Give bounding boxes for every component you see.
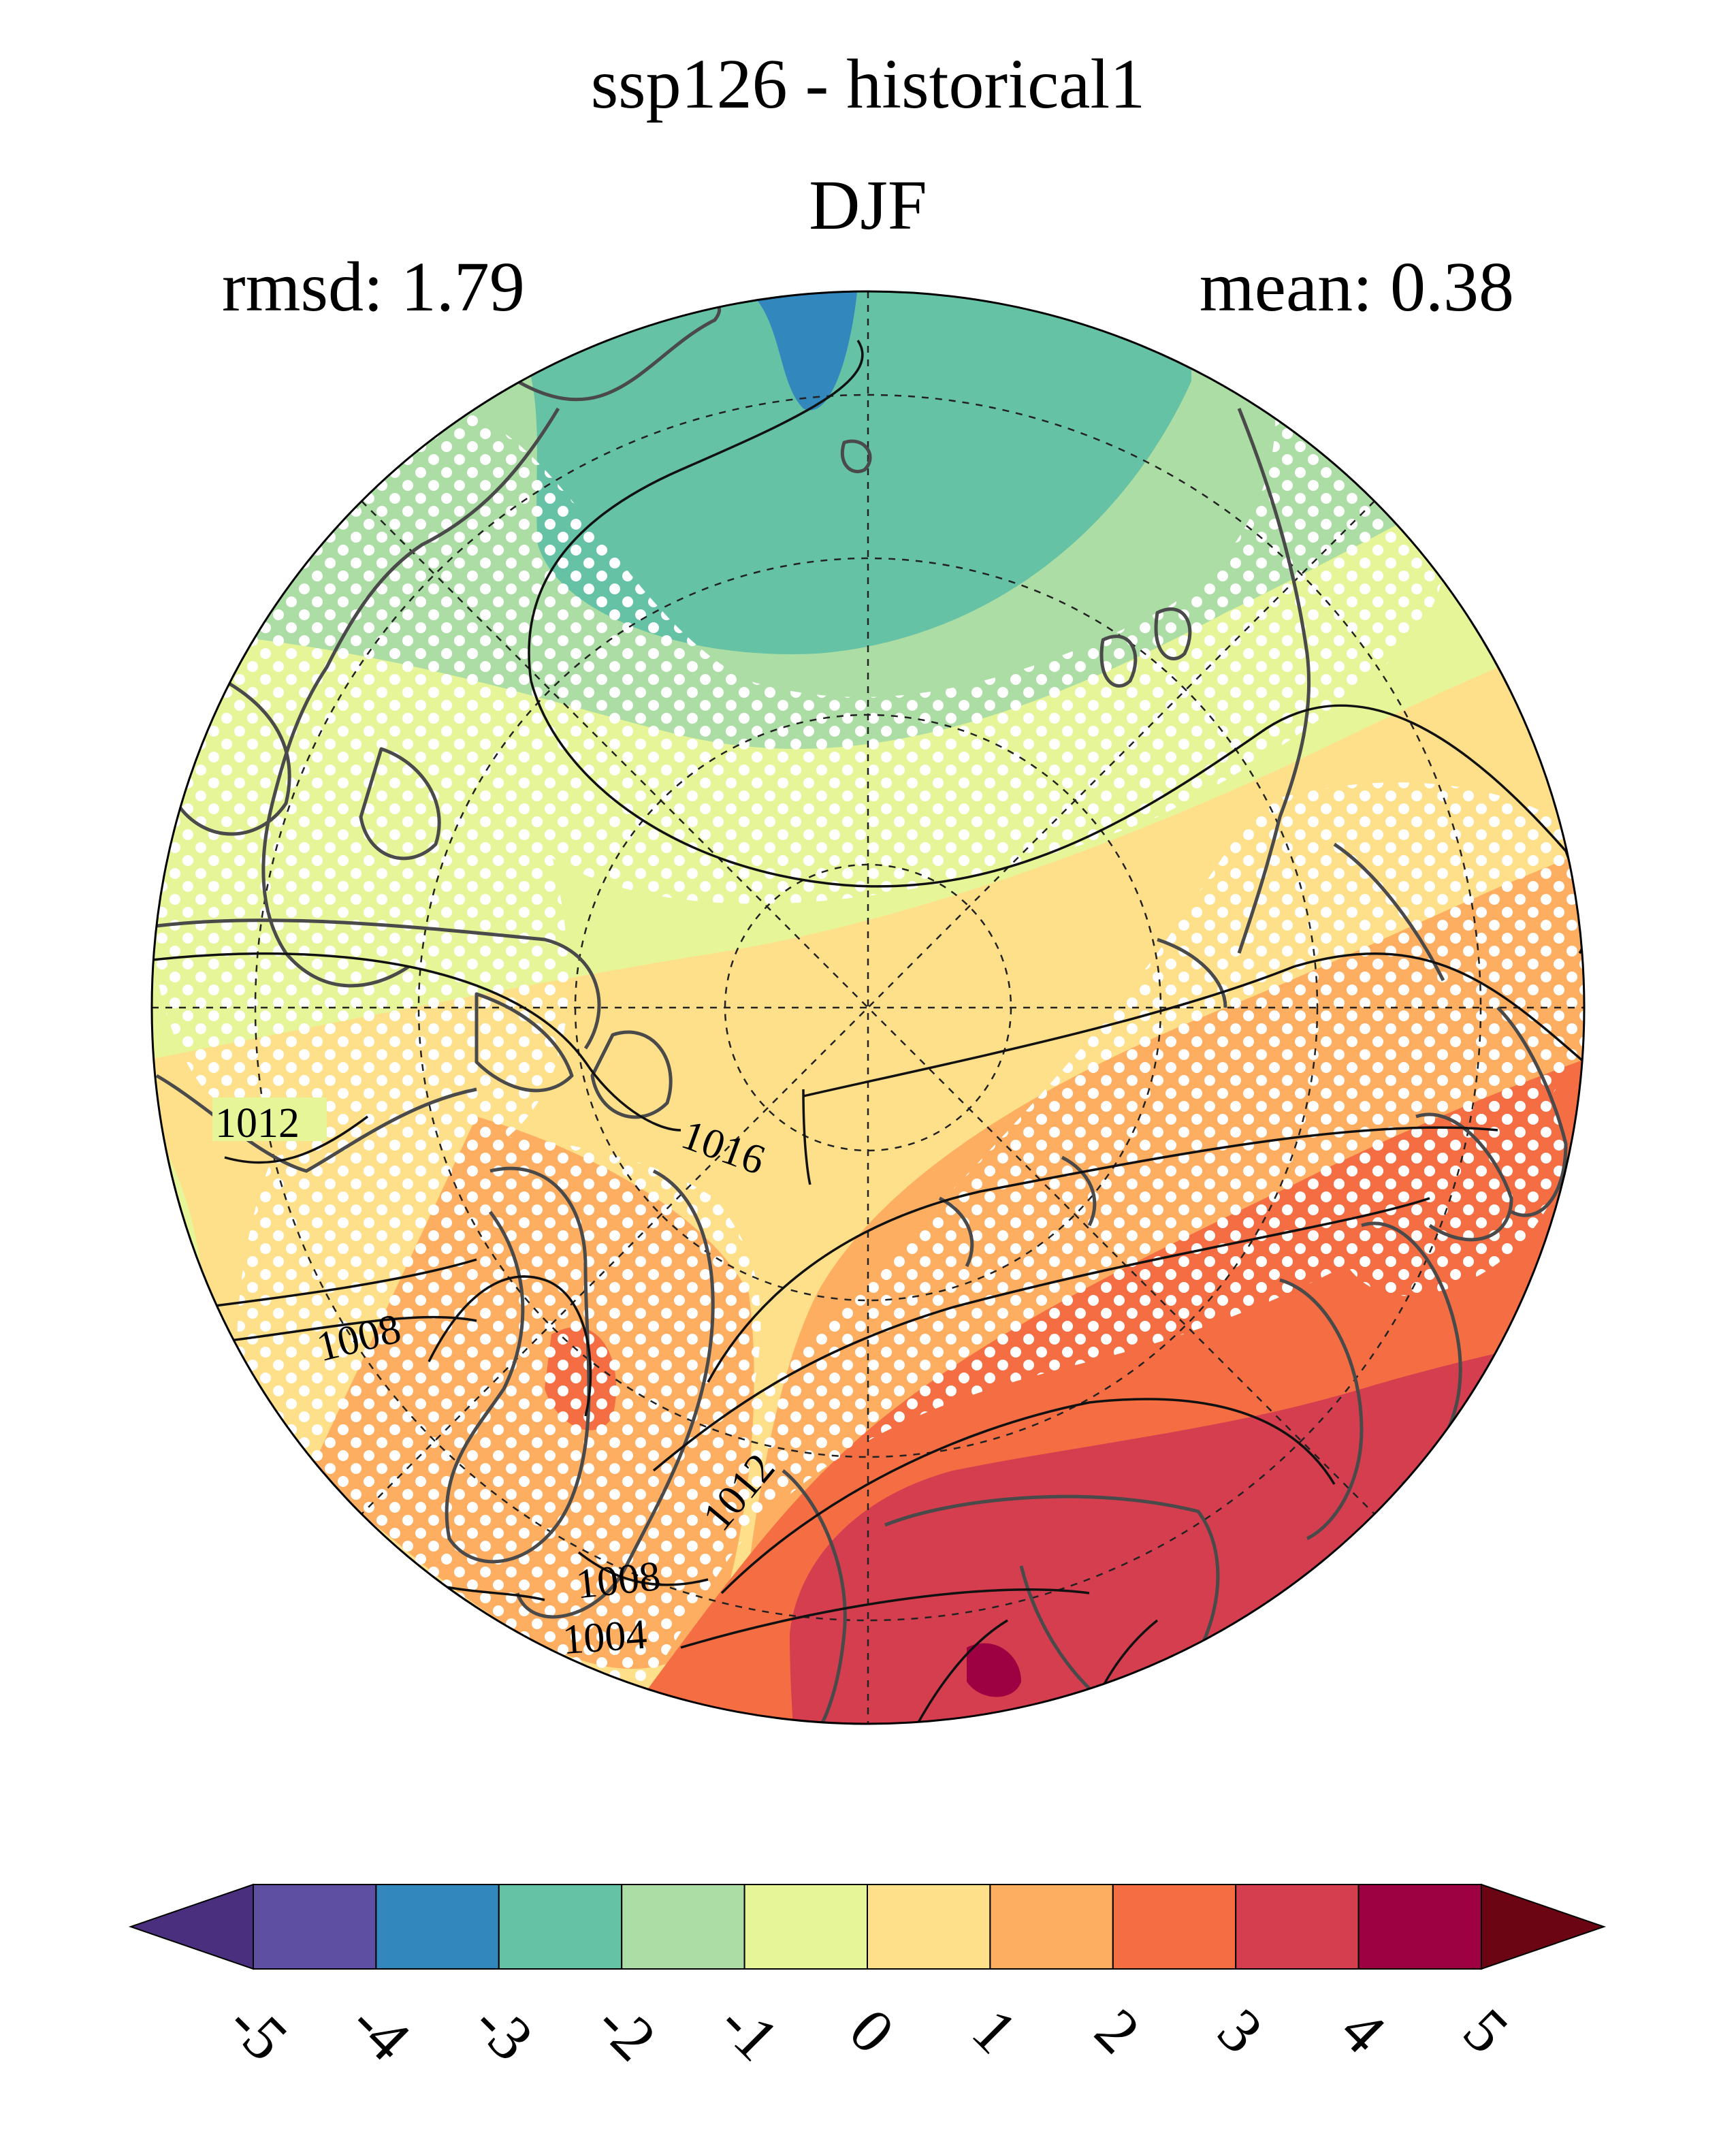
colorbar-under-arrow xyxy=(128,1883,254,1970)
contour-label: 1012 xyxy=(215,1100,300,1146)
map-boundary xyxy=(150,290,1586,1725)
colorbar-swatch xyxy=(375,1884,500,1970)
colorbar-tick-label: 5 xyxy=(1451,1995,1522,2067)
stipple-west xyxy=(152,495,568,1174)
colorbar-swatch xyxy=(621,1884,745,1970)
colorbar-tick-label: -5 xyxy=(215,1988,301,2074)
colorbar-tick-label: 4 xyxy=(1328,1995,1399,2067)
mean-label: mean: 0.38 xyxy=(1199,248,1514,326)
season-label: DJF xyxy=(809,166,927,244)
rmsd-label: rmsd: 1.79 xyxy=(222,248,525,326)
colorbar-swatch xyxy=(1112,1884,1237,1970)
colorbar-tick-label: -4 xyxy=(338,1988,423,2074)
contour-label: 1004 xyxy=(561,1611,648,1663)
stipple-south-east xyxy=(1328,1046,1566,1296)
map-title: ssp126 - historical1 xyxy=(590,45,1146,123)
colorbar-swatch xyxy=(1357,1884,1482,1970)
colorbar-over-arrow xyxy=(1481,1883,1607,1970)
colorbar-swatch xyxy=(1235,1884,1360,1970)
contour-label: 1008 xyxy=(574,1553,662,1608)
colorbar-tick-label: 3 xyxy=(1205,1995,1276,2067)
colorbar-tick-label: -1 xyxy=(706,1988,792,2074)
colorbar-tick-label: -3 xyxy=(461,1988,547,2074)
colorbar-swatch xyxy=(989,1884,1114,1970)
graticule xyxy=(152,291,1584,1724)
band-4-5 xyxy=(967,1643,1021,1697)
stipple-north xyxy=(306,368,1443,904)
colorbar-swatch xyxy=(867,1884,991,1970)
colorbar-swatch xyxy=(253,1884,377,1970)
colorbar-tick-label: 2 xyxy=(1082,1995,1153,2067)
colorbar-tick-label: 1 xyxy=(959,1995,1031,2067)
colorbar-swatch xyxy=(498,1884,623,1970)
band-minus4-minus3 xyxy=(742,291,858,411)
colorbar-tick-label: 0 xyxy=(837,1995,908,2067)
stipple-east xyxy=(579,782,1584,1722)
colorbar-tick-label: -2 xyxy=(583,1988,669,2074)
colorbar-swatch xyxy=(743,1884,868,1970)
